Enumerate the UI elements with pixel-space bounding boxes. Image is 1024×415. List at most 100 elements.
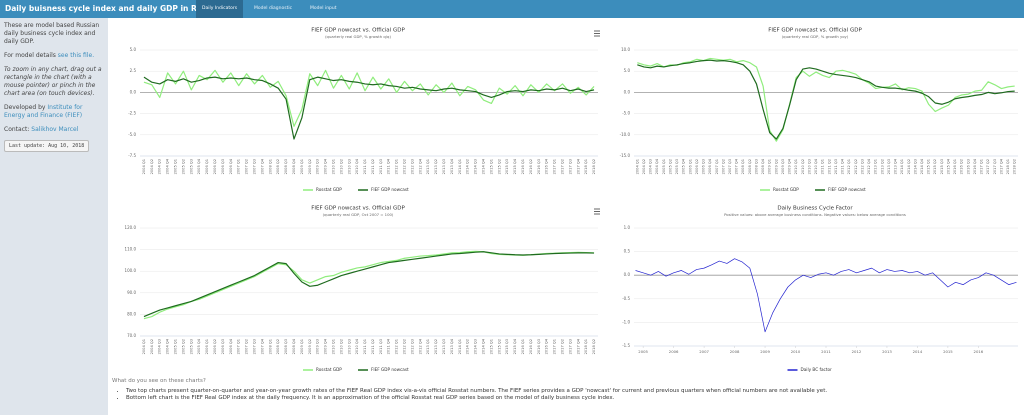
x-tick-label: 2012 Q3 [410,159,414,174]
x-tick-label: 2012 [852,349,862,354]
contact-link[interactable]: Salikhov Marcel [31,126,79,133]
x-tick-label: 2004 Q1 [142,339,146,354]
x-tick-label: 2005 Q3 [189,339,193,354]
y-tick-label: -15.0 [620,153,631,158]
x-tick-label: 2007 Q3 [253,159,257,174]
x-tick-label: 2004 Q3 [158,339,162,354]
series-line [143,76,595,140]
x-tick-label: 2016 Q2 [960,159,964,174]
y-tick-label: 90.0 [127,290,136,295]
x-tick-label: 2013 Q4 [450,158,454,174]
x-tick-label: 2012 Q4 [867,158,871,174]
x-tick-label: 2005 Q4 [682,158,686,174]
x-tick-label: 2007 Q3 [728,159,732,174]
x-tick-label: 2009 [760,349,770,354]
details-link[interactable]: see this file. [57,52,95,59]
tab[interactable]: Daily Indicators [196,0,244,18]
tab[interactable]: Model diagnostic [254,6,293,11]
series-line [143,250,595,320]
x-tick-label: 2007 Q2 [245,339,249,354]
y-tick-label: -5.0 [128,132,136,137]
x-tick-label: 2004 Q4 [166,338,170,354]
y-tick-label: -10.0 [620,132,631,137]
x-tick-label: 2006 Q3 [221,339,225,354]
x-tick-label: 2017 Q2 [560,159,564,174]
y-tick-label: 10.0 [621,47,630,52]
legend-label: Rosstat GDP [316,367,342,372]
x-tick-label: 2015 Q1 [489,159,493,174]
chart-title: FIEF GDP nowcast vs. Official GDP [311,28,405,34]
x-tick-label: 2005 Q3 [675,159,679,174]
y-tick-label: 0.0 [130,89,137,94]
y-tick-label: 0.5 [624,249,631,254]
x-tick-label: 2011 Q2 [371,339,375,354]
x-tick-label: 2018 Q2 [1013,159,1017,174]
y-tick-label: -1.0 [622,319,630,324]
x-tick-label: 2008 Q1 [268,339,272,354]
chart-subtitle: (quarterly real GDP, % growth yoy) [782,34,849,39]
menu-icon[interactable] [594,208,600,215]
y-tick-label: -0.5 [622,296,630,301]
x-tick-label: 2012 Q3 [410,339,414,354]
x-tick-label: 2010 Q1 [331,159,335,174]
y-tick-label: 100.0 [125,268,137,273]
x-tick-label: 2009 Q4 [324,338,328,354]
x-tick-label: 2007 Q3 [253,339,257,354]
x-tick-label: 2009 Q1 [300,339,304,354]
developer-link[interactable]: Institute for Energy and Finance (FIEF) [4,104,83,119]
y-tick-label: 1.0 [624,225,631,230]
y-tick-label: -2.5 [128,111,136,116]
x-tick-label: 2008 [730,349,740,354]
chart-title: FIEF GDP nowcast vs. Official GDP [311,206,405,212]
x-tick-label: 2014 Q4 [482,338,486,354]
x-tick-label: 2007 Q1 [715,159,719,174]
menu-icon[interactable] [594,30,600,37]
x-tick-label: 2010 Q2 [339,159,343,174]
x-tick-label: 2006 Q2 [213,159,217,174]
last-update: Last update: Aug 10, 2018 [4,140,90,152]
x-tick-label: 2007 Q2 [721,159,725,174]
legend-label: Daily BC factor [801,367,833,372]
chart-subtitle: (quarterly real GDP, % growth q/q) [325,34,391,39]
x-tick-label: 2010 Q3 [347,159,351,174]
question: What do you see on these charts? [112,378,206,384]
y-tick-label: 2.5 [130,68,137,73]
x-tick-label: 2014 Q2 [466,159,470,174]
legend-label: FIEF GDP nowcast [371,187,409,192]
x-tick-label: 2013 Q3 [887,159,891,174]
x-tick-label: 2004 Q1 [635,159,639,174]
contact-text: Contact: [4,126,32,133]
zoom-note: To zoom in any chart, drag out a rectang… [4,66,102,97]
x-tick-label: 2014 Q3 [913,159,917,174]
x-tick-label: 2007 Q4 [735,158,739,174]
x-tick-label: 2013 Q4 [450,338,454,354]
x-tick-label: 2011 [821,349,831,354]
x-tick-label: 2010 Q4 [355,338,359,354]
x-tick-label: 2017 Q1 [553,339,557,354]
x-tick-label: 2009 Q3 [316,339,320,354]
x-tick-label: 2016 Q3 [966,159,970,174]
x-tick-label: 2016 Q4 [545,338,549,354]
chart: FIEF GDP nowcast vs. Official GDP(quarte… [620,28,1018,192]
tab[interactable]: Model input [310,6,337,11]
x-tick-label: 2017 Q2 [560,339,564,354]
x-tick-label: 2011 Q3 [834,159,838,174]
x-tick-label: 2008 Q1 [741,159,745,174]
x-tick-label: 2010 Q3 [807,159,811,174]
x-tick-label: 2014 Q4 [920,158,924,174]
x-tick-label: 2006 Q4 [229,338,233,354]
x-tick-label: 2016 Q3 [537,339,541,354]
x-tick-label: 2018 Q2 [592,159,596,174]
series-line [143,251,595,318]
x-tick-label: 2012 Q2 [403,159,407,174]
x-tick-label: 2013 [882,349,892,354]
x-tick-label: 2006 Q2 [695,159,699,174]
x-tick-label: 2012 Q4 [418,158,422,174]
x-tick-label: 2011 Q3 [379,159,383,174]
y-tick-label: 0.0 [624,272,631,277]
x-tick-label: 2015 Q3 [940,159,944,174]
x-tick-label: 2013 Q4 [894,158,898,174]
x-tick-label: 2016 Q1 [953,159,957,174]
x-tick-label: 2006 Q2 [213,339,217,354]
